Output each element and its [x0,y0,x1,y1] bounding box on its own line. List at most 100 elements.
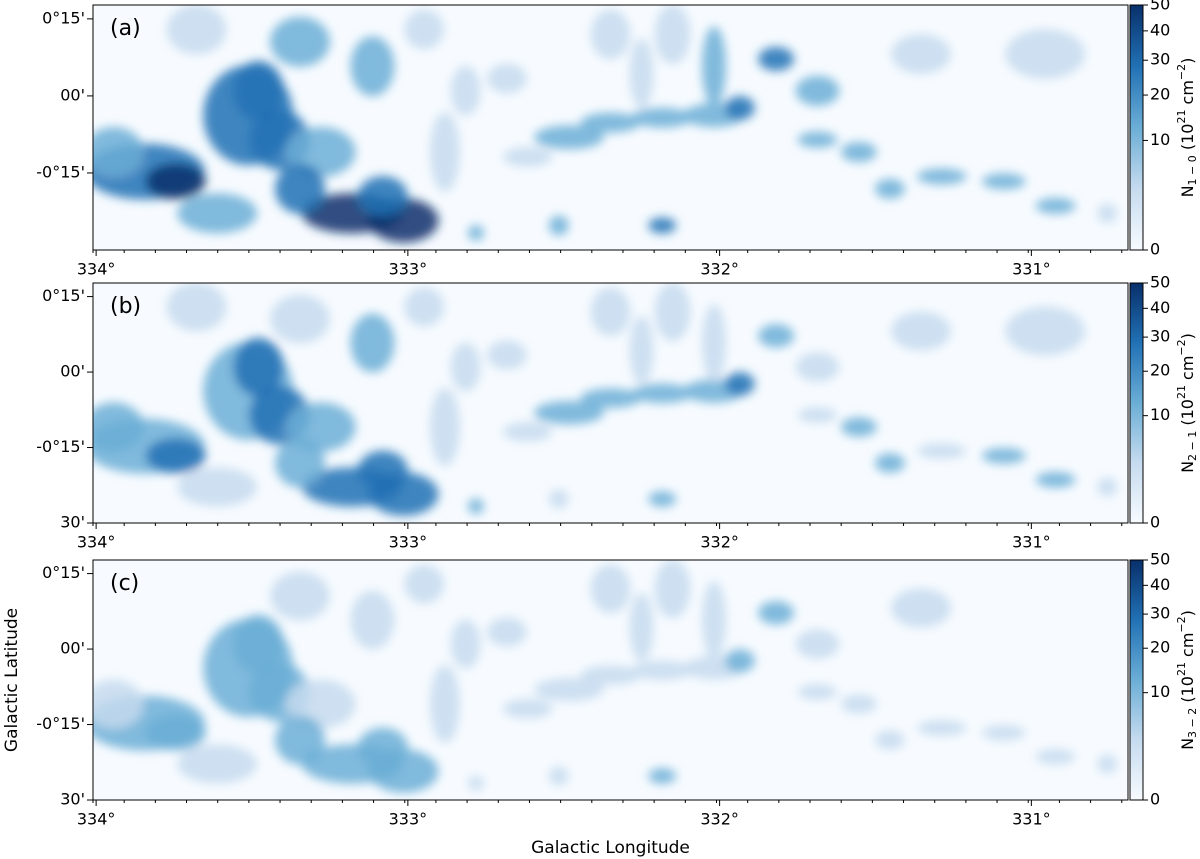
colorbar-tick-label: 40 [1150,298,1170,317]
x-tick-label: 334° [77,810,116,829]
y-tick-label: 00' [60,85,85,104]
colorbar-label-part: −2 [1175,616,1188,632]
y-tick-label: 0°15' [42,563,85,582]
emission-blob [648,217,677,234]
colorbar-label-part: 21 [1175,662,1188,676]
x-tick-label: 331° [1012,533,1051,552]
emission-blob [177,744,258,784]
colorbar-label-part: ) [1178,58,1197,64]
colorbar-tick-label: 30 [1150,50,1170,69]
emission-blob [654,5,691,65]
emission-blob [1005,583,1086,633]
y-tick-label: 0°15' [42,8,85,27]
emission-blob [702,26,726,107]
x-tick-label: 332° [700,810,739,829]
colorbar-tick-label: 10 [1150,130,1170,149]
colorbar-tick-label: 50 [1150,0,1170,14]
emission-blob [404,564,445,604]
emission-blob [629,38,654,109]
emission-blob [145,715,206,751]
emission-blob [590,9,631,60]
emission-blob [534,400,605,425]
colorbar [1129,4,1144,251]
x-tick-label: 331° [1012,260,1051,279]
emission-blob [350,590,395,650]
colorbar-label-part: 21 [1175,385,1188,399]
emission-blob [166,283,227,332]
emission-blob [797,131,838,148]
emission-blob [724,372,755,396]
emission-blob [981,173,1026,190]
emission-blob [654,560,691,619]
colorbar-label: N1 − 0 (1021 cm−2) [1175,58,1199,198]
emission-blob [502,422,553,442]
emission-blob [981,724,1026,741]
emission-blob [1097,754,1118,774]
colorbar-tick-label: 0 [1150,790,1160,809]
colorbar-label-part: −2 [1175,339,1188,355]
emission-blob [632,107,693,128]
colorbar-label-part: N [1178,738,1197,750]
colorbar-label-part: (10 [1178,676,1197,708]
emission-blob [702,580,726,660]
emission-blob [233,614,284,674]
emission-blob [840,142,877,162]
emission-blob [632,660,693,681]
emission-blob [429,387,460,467]
y-axis-label: Galactic Latitude [2,608,22,752]
colorbar-label-part: 1 − 0 [1186,155,1199,185]
emission-blob [916,720,967,736]
colorbar-label-part: (10 [1178,399,1197,431]
emission-blob [404,287,445,327]
emission-blob [874,178,905,199]
emission-blob [270,16,330,67]
emission-blob [429,664,460,744]
emission-blob [275,438,325,488]
colorbar-label-part: (10 [1178,124,1197,156]
emission-blob [1005,306,1086,356]
emission-blob [874,453,905,473]
emission-blob [233,337,284,397]
emission-blob [654,283,691,342]
y-tick-label: 30' [60,790,85,809]
emission-blob [467,775,484,792]
emission-blob [502,146,553,167]
emission-blob [350,36,395,97]
emission [93,560,1118,793]
emission-blob [467,498,484,515]
emission-blob [548,489,569,509]
x-tick-label: 333° [389,260,428,279]
emission-blob [580,112,641,133]
colorbar-tick-label: 20 [1150,361,1170,380]
colorbar-tick-label: 0 [1150,513,1160,532]
emission-blob [795,352,840,382]
emission-blob [797,684,838,700]
emission-blob [629,315,654,385]
emission-blob [177,193,258,234]
emission-blob [795,75,840,106]
emission-blob [891,588,951,628]
panel-label: (b) [110,294,141,319]
y-tick-label: -0°15' [36,437,85,456]
emission-blob [357,176,408,217]
x-tick-label: 333° [389,533,428,552]
emission-blob [590,287,631,337]
image [93,560,1118,793]
colorbar-label: N3 − 2 (1021 cm−2) [1175,610,1199,750]
emission-blob [702,303,726,383]
colorbar-label-part: N [1178,185,1197,197]
emission-blob [233,60,284,121]
colorbar-tick-label: 30 [1150,327,1170,346]
colorbar-tick-label: 20 [1150,638,1170,657]
colorbar-label-part: 3 − 2 [1186,708,1199,738]
colorbar-label-part: ) [1178,333,1197,339]
y-tick-label: -0°15' [36,162,85,181]
colorbar-tick-label: 20 [1150,85,1170,104]
emission-blob [467,224,484,241]
emission-blob [1035,197,1076,214]
x-tick-label: 334° [77,533,116,552]
emission-blob [275,715,325,765]
image [93,283,1118,516]
emission-blob [840,694,877,714]
